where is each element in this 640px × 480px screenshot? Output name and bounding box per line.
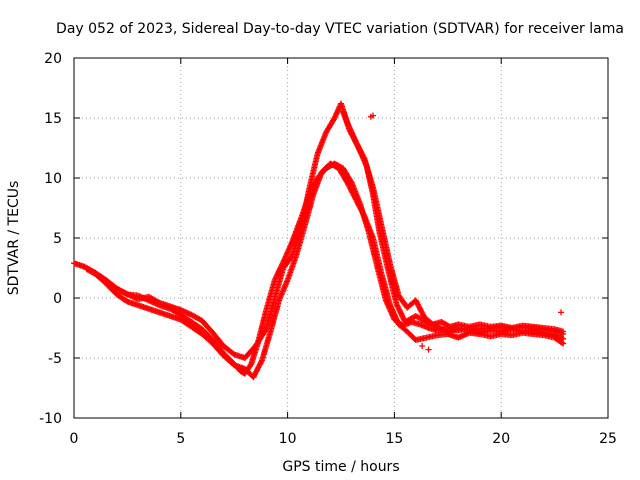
x-tick-label: 25 bbox=[599, 431, 617, 447]
y-tick-label: -10 bbox=[39, 411, 62, 427]
series-track-d bbox=[340, 109, 567, 342]
series-outliers bbox=[367, 112, 565, 353]
x-axis-ticks: 0 5 10 15 20 25 bbox=[70, 58, 617, 447]
y-tick-label: 5 bbox=[53, 231, 62, 247]
y-tick-label: 10 bbox=[44, 171, 62, 187]
data-point-marker bbox=[419, 343, 426, 349]
series-track-a bbox=[71, 160, 567, 377]
data-point-marker bbox=[262, 327, 269, 334]
data-point-marker bbox=[558, 309, 565, 316]
x-tick-label: 5 bbox=[176, 431, 185, 447]
series-track-c bbox=[96, 100, 567, 361]
x-axis-label: GPS time / hours bbox=[282, 459, 399, 475]
data-point-marker bbox=[367, 113, 374, 120]
x-tick-label: 10 bbox=[279, 431, 297, 447]
data-point-marker bbox=[425, 346, 432, 353]
y-tick-label: 20 bbox=[44, 51, 62, 67]
data-markers bbox=[71, 100, 567, 381]
y-tick-label: -5 bbox=[48, 351, 62, 367]
y-axis-label: SDTVAR / TECUs bbox=[6, 181, 22, 296]
data-point-marker bbox=[155, 299, 162, 306]
y-tick-label: 15 bbox=[44, 111, 62, 127]
chart-title: Day 052 of 2023, Sidereal Day-to-day VTE… bbox=[56, 21, 624, 37]
data-point-marker bbox=[560, 328, 567, 335]
series-track-b bbox=[83, 160, 567, 381]
y-tick-label: 0 bbox=[53, 291, 62, 307]
grid-lines bbox=[74, 58, 608, 418]
x-tick-label: 15 bbox=[385, 431, 403, 447]
x-tick-label: 20 bbox=[492, 431, 510, 447]
x-tick-label: 0 bbox=[70, 431, 79, 447]
data-point-marker bbox=[247, 362, 254, 369]
data-point-marker bbox=[560, 335, 567, 342]
y-axis-ticks: -10 -5 0 5 10 15 20 bbox=[39, 51, 608, 427]
